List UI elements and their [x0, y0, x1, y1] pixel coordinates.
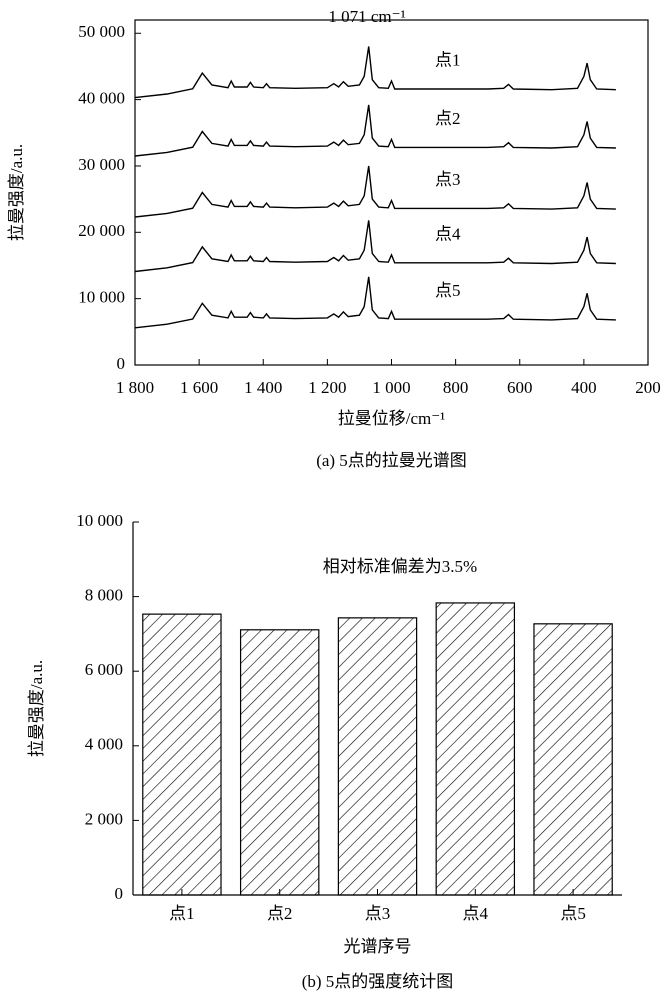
y-tick-label: 10 000: [78, 288, 125, 307]
y-tick-label: 50 000: [78, 22, 125, 41]
x-tick-label: 点3: [365, 904, 391, 923]
bar: [239, 629, 320, 896]
spectrum-line: [134, 220, 616, 273]
x-tick-label: 点5: [560, 904, 586, 923]
caption: (a) 5点的拉曼光谱图: [316, 451, 467, 470]
x-tick-label: 点2: [267, 904, 293, 923]
spectrum-line: [134, 165, 616, 218]
spectrum-line: [134, 104, 616, 157]
x-tick-label: 点4: [463, 904, 489, 923]
bar: [435, 602, 516, 896]
plot-frame: [134, 19, 649, 366]
x-tick-label: 1 000: [372, 378, 410, 397]
x-tick-label: 400: [571, 378, 597, 397]
x-tick-label: 1 800: [116, 378, 154, 397]
series-label: 点3: [435, 170, 461, 189]
annotation: 1 071 cm⁻¹: [328, 7, 405, 26]
y-tick-label: 40 000: [78, 89, 125, 108]
y-tick-label: 8 000: [85, 586, 123, 605]
bar: [142, 613, 222, 896]
x-axis-label: 拉曼位移/cm⁻¹: [338, 409, 446, 428]
y-axis-label: 拉曼强度/a.u.: [27, 660, 46, 757]
series-label: 点5: [435, 281, 461, 300]
x-tick-label: 600: [507, 378, 533, 397]
spectrum-line: [134, 276, 616, 329]
series-label: 点1: [435, 51, 461, 70]
y-tick-label: 6 000: [85, 660, 123, 679]
x-tick-label: 1 600: [180, 378, 218, 397]
annotation: 相对标准偏差为3.5%: [323, 557, 477, 576]
bar: [533, 623, 613, 896]
series-label: 点2: [435, 109, 461, 128]
series-label: 点4: [435, 224, 461, 243]
y-tick-label: 30 000: [78, 155, 125, 174]
bar: [337, 617, 418, 896]
y-tick-label: 20 000: [78, 221, 125, 240]
y-axis-label: 拉曼强度/a.u.: [7, 144, 26, 241]
y-tick-label: 4 000: [85, 735, 123, 754]
spectrum-line: [134, 46, 616, 99]
y-tick-label: 0: [117, 354, 126, 373]
x-tick-label: 1 400: [244, 378, 282, 397]
y-tick-label: 2 000: [85, 809, 123, 828]
y-tick-label: 0: [115, 884, 124, 903]
caption: (b) 5点的强度统计图: [302, 972, 454, 991]
x-tick-label: 点1: [169, 904, 195, 923]
y-tick-label: 10 000: [76, 511, 123, 530]
x-tick-label: 800: [443, 378, 469, 397]
x-tick-label: 200: [635, 378, 661, 397]
x-tick-label: 1 200: [308, 378, 346, 397]
x-axis-label: 光谱序号: [344, 937, 412, 956]
